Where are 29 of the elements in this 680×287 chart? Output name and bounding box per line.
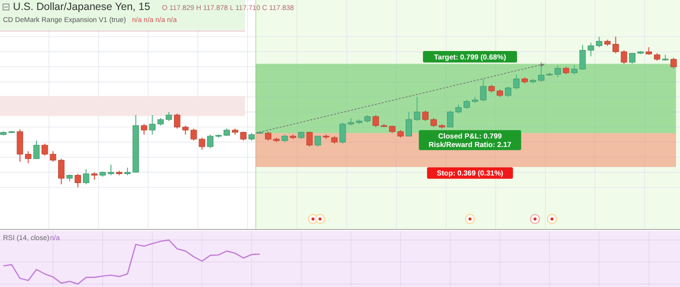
candlestick	[149, 114, 156, 136]
candlestick	[74, 173, 81, 188]
candlestick	[571, 64, 578, 75]
candlestick	[25, 150, 32, 164]
chart-title: U.S. Dollar/Japanese Yen, 15	[13, 1, 150, 13]
candlestick	[58, 158, 64, 185]
candlestick	[538, 62, 544, 82]
candlestick	[670, 57, 677, 69]
candlestick	[42, 143, 48, 156]
candlestick	[620, 50, 628, 64]
candlestick	[306, 131, 313, 148]
candlestick	[406, 112, 412, 137]
candlestick	[314, 136, 321, 148]
candlestick	[447, 110, 454, 128]
candlestick	[16, 128, 24, 162]
candlestick	[596, 36, 602, 48]
candlestick	[455, 104, 462, 114]
candlestick	[50, 150, 56, 162]
candlestick	[33, 140, 40, 160]
candlestick	[464, 99, 470, 110]
candlestick	[372, 114, 379, 128]
candlestick	[554, 64, 561, 78]
candlestick	[82, 168, 90, 185]
candlestick	[422, 110, 429, 122]
candlestick	[629, 52, 636, 64]
candlestick	[207, 134, 214, 149]
candlestick	[612, 36, 619, 54]
candlestick	[140, 124, 148, 136]
candlestick	[414, 96, 420, 122]
